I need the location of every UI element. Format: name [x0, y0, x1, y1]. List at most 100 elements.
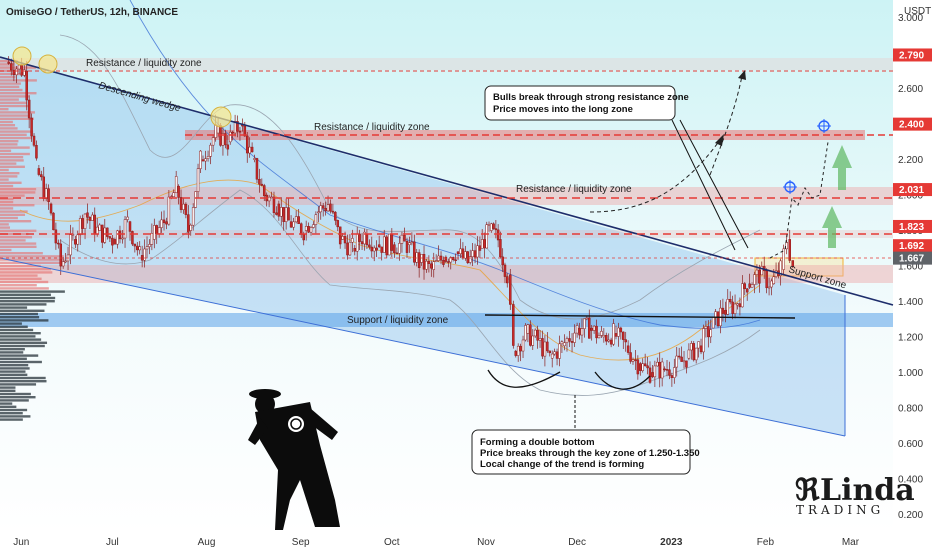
candle-259: [641, 358, 644, 373]
candle-227: [563, 334, 566, 351]
candle-215: [533, 328, 537, 338]
zone-label-resistance-top: Resistance / liquidity zone: [86, 58, 202, 69]
candle-16: [47, 184, 50, 210]
candle-294: [726, 289, 730, 316]
candle-250: [619, 326, 623, 340]
candle-246: [609, 337, 613, 348]
candle-210: [521, 335, 525, 359]
volume-bar: [0, 322, 22, 325]
candle-228: [565, 336, 569, 352]
volume-bar: [0, 264, 41, 268]
volume-bar: [0, 114, 30, 117]
candle-124: [312, 221, 315, 229]
volume-bar: [0, 184, 14, 188]
candle-99: [250, 142, 254, 153]
candle-243: [602, 328, 606, 343]
candle-44: [116, 229, 119, 249]
volume-bar: [0, 165, 25, 168]
candle-17: [49, 202, 53, 216]
candle-270: [668, 361, 671, 380]
candle-128: [321, 202, 325, 217]
volume-bar: [0, 92, 37, 95]
callout-bottom-line-2: Price breaks through the key zone of 1.2…: [480, 448, 700, 459]
candle-48: [126, 210, 129, 223]
volume-bar: [0, 268, 51, 271]
candle-245: [607, 333, 610, 343]
candle-191: [476, 236, 479, 265]
candle-274: [677, 347, 681, 360]
candle-257: [636, 355, 640, 380]
candle-239: [592, 325, 596, 334]
candle-285: [704, 320, 708, 338]
bollinger-upper-band: [59, 34, 761, 320]
candle-122: [307, 222, 310, 234]
callout-top-line-1: Bulls break through strong resistance zo…: [493, 92, 689, 103]
top-marker-1: [12, 46, 32, 66]
volume-bar: [0, 226, 11, 229]
candle-68: [174, 170, 178, 194]
volume-bar: [0, 159, 24, 162]
volume-bar: [0, 290, 65, 293]
candle-55: [143, 239, 146, 268]
candle-281: [694, 347, 698, 364]
candle-150: [375, 240, 378, 257]
candle-31: [83, 213, 87, 240]
volume-bar: [0, 412, 23, 415]
x-tick-label-3: Sep: [292, 537, 310, 548]
time-axis[interactable]: Jun Jul Aug Sep Oct Nov Dec 2023 Feb Mar: [13, 537, 860, 548]
x-tick-label-0: Jun: [13, 537, 29, 548]
candle-205: [509, 268, 512, 310]
volume-bar: [0, 178, 9, 181]
volume-bar: [0, 348, 25, 351]
candle-34: [91, 212, 94, 221]
candle-211: [524, 323, 527, 342]
target-icon-2031[interactable]: [783, 180, 797, 194]
volume-bar: [0, 300, 55, 303]
candle-280: [692, 341, 695, 362]
candle-214: [531, 329, 535, 350]
callout-bottom-line-3: Local change of the trend is forming: [480, 459, 644, 470]
volume-bar: [0, 216, 18, 220]
candle-52: [136, 242, 139, 256]
candle-290: [716, 311, 720, 328]
volume-bar: [0, 207, 14, 210]
candle-70: [179, 189, 183, 213]
candle-7: [25, 60, 28, 111]
volume-bar: [0, 367, 30, 370]
candle-39: [103, 218, 107, 244]
volume-bar: [0, 332, 41, 335]
candle-180: [449, 256, 453, 270]
volume-bar: [0, 399, 29, 402]
candle-78: [199, 149, 202, 173]
candle-197: [490, 222, 493, 233]
volume-bar: [0, 239, 26, 242]
double-bottom-curve-right: [594, 371, 651, 390]
candle-79: [201, 155, 205, 162]
price-level-tags: 2.790 2.400 2.031 1.823 1.692 1.667: [893, 48, 932, 265]
price-axis[interactable]: 3.0002.8002.6002.4002.2002.0001.8001.600…: [898, 13, 923, 521]
volume-bar: [0, 258, 65, 261]
price-tag-bg-0: [893, 48, 932, 62]
volume-bar: [0, 101, 28, 104]
callout-top-line-2: Price moves into the long zone: [493, 104, 633, 115]
target-icon-2400[interactable]: [817, 119, 831, 133]
candle-225: [558, 335, 561, 367]
y-tick-label-10: 1.000: [898, 368, 923, 379]
candle-209: [519, 343, 522, 362]
candle-133: [334, 211, 337, 226]
candle-101: [255, 157, 259, 183]
candle-50: [131, 230, 134, 247]
x-tick-label-7: 2023: [660, 537, 683, 548]
volume-bar: [0, 76, 16, 79]
time-axis-background: [0, 532, 932, 550]
candle-81: [206, 150, 210, 162]
candle-202: [501, 248, 504, 273]
candle-233: [578, 322, 581, 340]
volume-bar: [0, 284, 37, 287]
volume-bar: [0, 175, 18, 178]
resistance-zone-top: [0, 58, 893, 70]
candle-220: [546, 332, 549, 353]
volume-bar: [0, 280, 49, 284]
volume-bar: [0, 319, 49, 322]
